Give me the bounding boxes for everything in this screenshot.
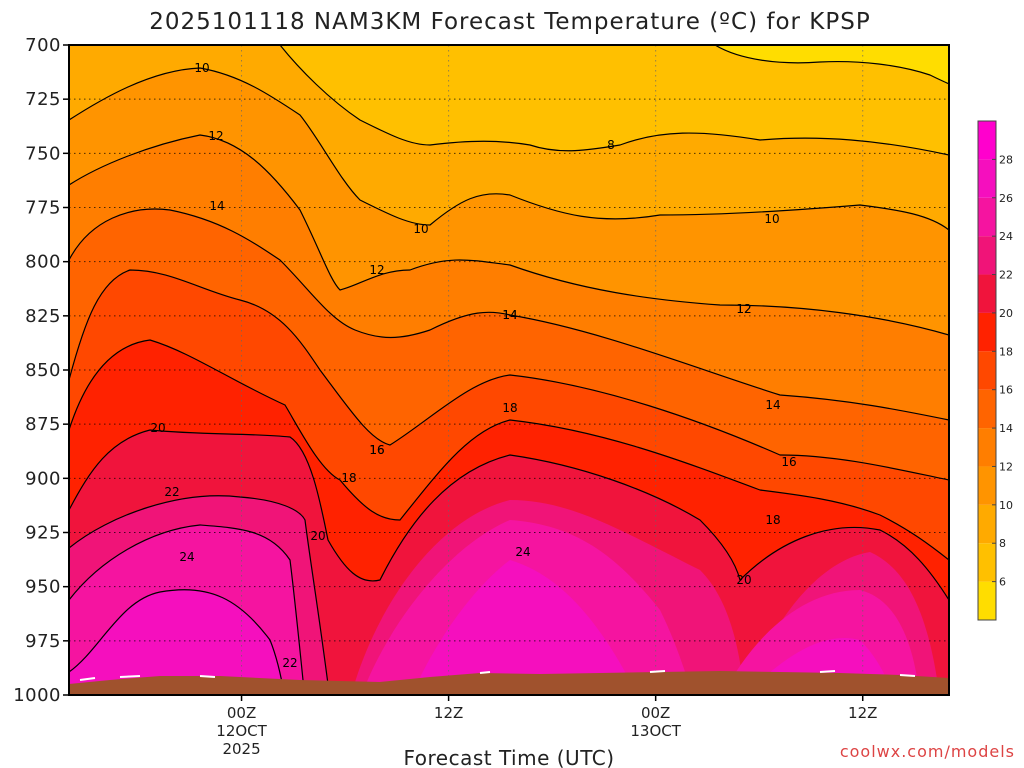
y-tick-label-900: 900 bbox=[25, 468, 61, 489]
colorbar-swatch-12 bbox=[978, 121, 996, 160]
contour-label-11: 22 bbox=[164, 485, 179, 499]
colorbar-legend: 6 8 10 12 14 16 18 20 22 24 26 28 bbox=[977, 120, 1013, 621]
contour-label-12: 18 bbox=[341, 471, 356, 485]
contour-label-17: 16 bbox=[781, 455, 796, 469]
contour-22 bbox=[69, 495, 330, 695]
contour-label-21: 22 bbox=[282, 656, 297, 670]
terrain-surface bbox=[69, 671, 949, 695]
colorbar-swatch-8 bbox=[978, 274, 996, 313]
colorbar-swatch-3 bbox=[978, 466, 996, 505]
contour-lines bbox=[69, 45, 949, 695]
contour-label-20: 24 bbox=[515, 545, 530, 559]
contour-label-14: 14 bbox=[765, 398, 780, 412]
contour-16 bbox=[69, 269, 949, 695]
terrain-snow-edge bbox=[79, 670, 916, 681]
contour-label-7: 12 bbox=[736, 302, 751, 316]
colorbar-label-24: 24 bbox=[999, 230, 1013, 243]
contour-label-9: 12 bbox=[736, 302, 751, 316]
colorbar-label-10: 10 bbox=[999, 499, 1013, 512]
contour-label-18: 20 bbox=[310, 529, 325, 543]
colorbar-swatch-10 bbox=[978, 197, 996, 237]
colorbar-swatch-2 bbox=[978, 504, 996, 544]
contour-label-15: 20 bbox=[736, 573, 751, 587]
contour-18 bbox=[69, 339, 949, 695]
contour-8 bbox=[69, 45, 949, 695]
contour-6 bbox=[69, 45, 949, 695]
y-tick-label-850: 850 bbox=[25, 360, 61, 381]
time-axis: 00Z12OCT202512Z00Z13OCT12Z00Z14OCT bbox=[216, 695, 877, 758]
x-axis-label: Forecast Time (UTC) bbox=[403, 746, 614, 768]
colorbar-swatch-6 bbox=[978, 351, 996, 390]
contour-label-5: 12 bbox=[369, 263, 384, 277]
colorbar-swatch-11 bbox=[978, 159, 996, 198]
contour-10 bbox=[69, 67, 949, 695]
contour-label-6: 10 bbox=[764, 212, 779, 226]
colorbar-swatch-0 bbox=[978, 581, 996, 620]
colorbar-label-8: 8 bbox=[999, 537, 1006, 550]
colorbar-label-12: 12 bbox=[999, 460, 1013, 473]
colorbar-swatch-9 bbox=[978, 236, 996, 275]
y-tick-label-1000: 1000 bbox=[13, 685, 61, 706]
x-tick-time-3: 12Z bbox=[848, 704, 877, 722]
contour-26 bbox=[69, 589, 285, 695]
colorbar-label-6: 6 bbox=[999, 576, 1006, 589]
credit-link[interactable]: coolwx.com/models bbox=[840, 742, 1015, 761]
contour-label-16: 18 bbox=[765, 513, 780, 527]
contour-label-4: 10 bbox=[413, 222, 428, 236]
plot-area bbox=[69, 45, 949, 695]
y-tick-label-950: 950 bbox=[25, 577, 61, 598]
contour-label-13: 16 bbox=[369, 443, 384, 457]
grid-lines bbox=[69, 45, 949, 695]
colorbar-swatch-7 bbox=[978, 312, 996, 352]
y-tick-label-725: 725 bbox=[25, 89, 61, 110]
colorbar-label-14: 14 bbox=[999, 422, 1013, 435]
colorbar-label-18: 18 bbox=[999, 345, 1013, 358]
colorbar-label-16: 16 bbox=[999, 384, 1013, 397]
y-tick-label-800: 800 bbox=[25, 252, 61, 273]
x-tick-time-1: 12Z bbox=[434, 704, 463, 722]
colorbar-swatch-1 bbox=[978, 543, 996, 582]
contour-label-24: 14 bbox=[502, 308, 517, 322]
contour-label-8: 14 bbox=[502, 308, 517, 322]
contour-14 bbox=[69, 208, 949, 695]
colorbar-label-28: 28 bbox=[999, 153, 1013, 166]
contour-24 bbox=[69, 524, 306, 695]
contour-12 bbox=[69, 134, 949, 695]
colorbar-label-22: 22 bbox=[999, 269, 1013, 282]
y-tick-label-825: 825 bbox=[25, 306, 61, 327]
y-tick-label-975: 975 bbox=[25, 631, 61, 652]
y-tick-label-700: 700 bbox=[25, 35, 61, 56]
x-tick-year-0: 2025 bbox=[222, 740, 260, 758]
contour-label-10: 20 bbox=[150, 421, 165, 435]
x-tick-date-2: 13OCT bbox=[630, 722, 681, 740]
y-tick-label-925: 925 bbox=[25, 523, 61, 544]
pressure-axis: 700 725 750 775 800 825 850 875 900 925 950 975 1000 bbox=[13, 35, 69, 706]
colorbar-swatch-4 bbox=[978, 428, 996, 467]
contour-label-19: 24 bbox=[179, 550, 194, 564]
chart-title: 2025101118 NAM3KM Forecast Temperature (… bbox=[149, 9, 870, 35]
y-tick-label-750: 750 bbox=[25, 143, 61, 164]
colorbar-label-20: 20 bbox=[999, 307, 1013, 320]
x-tick-time-0: 00Z bbox=[227, 704, 256, 722]
band-26 bbox=[69, 560, 894, 695]
contour-20 bbox=[69, 429, 949, 695]
colorbar-swatch-5 bbox=[978, 389, 996, 429]
contour-label-3: 8 bbox=[607, 138, 615, 152]
contour-label-0: 10 bbox=[194, 61, 209, 75]
contour-label-23: 16 bbox=[369, 443, 384, 457]
colorbar-label-26: 26 bbox=[999, 192, 1013, 205]
x-tick-time-2: 00Z bbox=[641, 704, 670, 722]
contour-label-1: 12 bbox=[208, 129, 223, 143]
colorbar-frame bbox=[977, 120, 997, 621]
contour-label-2: 14 bbox=[209, 199, 224, 213]
y-tick-label-775: 775 bbox=[25, 198, 61, 219]
y-tick-label-875: 875 bbox=[25, 414, 61, 435]
temperature-bands bbox=[69, 45, 949, 695]
x-tick-date-0: 12OCT bbox=[216, 722, 267, 740]
contour-label-22: 18 bbox=[502, 401, 517, 415]
